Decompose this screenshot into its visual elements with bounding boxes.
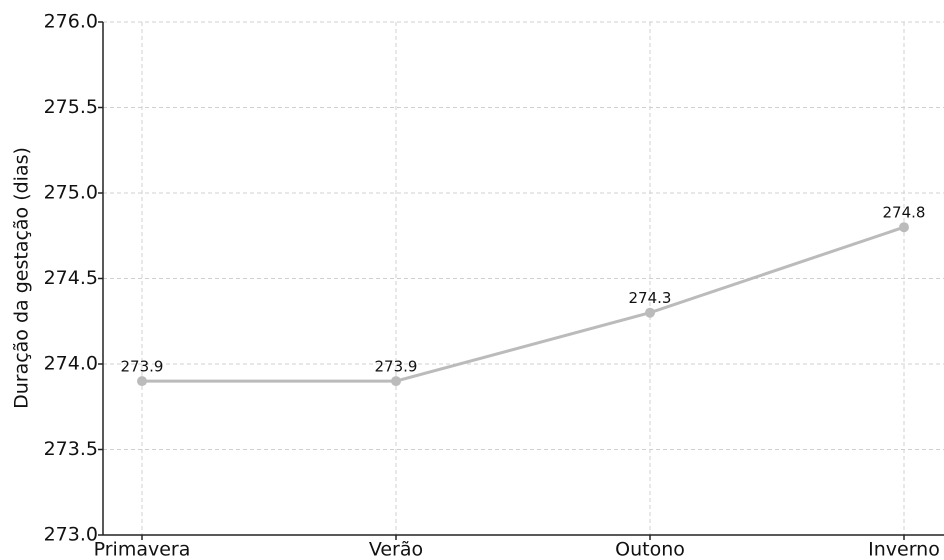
x-tick-label: Primavera: [94, 539, 191, 560]
point: [391, 376, 401, 387]
y-tick-label: 274.0: [44, 353, 98, 375]
x-tick-label: Inverno: [868, 539, 940, 560]
x-tick-label: Outono: [615, 539, 685, 560]
line: [142, 225, 905, 383]
y-tick-label: 273.0: [44, 524, 98, 546]
y-tick-label: 275.5: [44, 96, 98, 118]
value-label: 273.9: [121, 358, 164, 376]
y-tick-label: 276.0: [44, 11, 98, 33]
value-label: 273.9: [375, 358, 418, 376]
y-tick-label: 274.5: [44, 267, 98, 289]
y-axis-label: Duração da gestação (dias): [11, 147, 33, 409]
y-tick-label: 275.0: [44, 182, 98, 204]
x-tick-label: Verão: [369, 539, 423, 560]
point: [899, 222, 909, 233]
value-label: 274.3: [629, 289, 672, 307]
point: [645, 307, 655, 318]
y-tick-label: 273.5: [44, 438, 98, 460]
value-label: 274.8: [883, 204, 926, 222]
point: [137, 376, 147, 387]
